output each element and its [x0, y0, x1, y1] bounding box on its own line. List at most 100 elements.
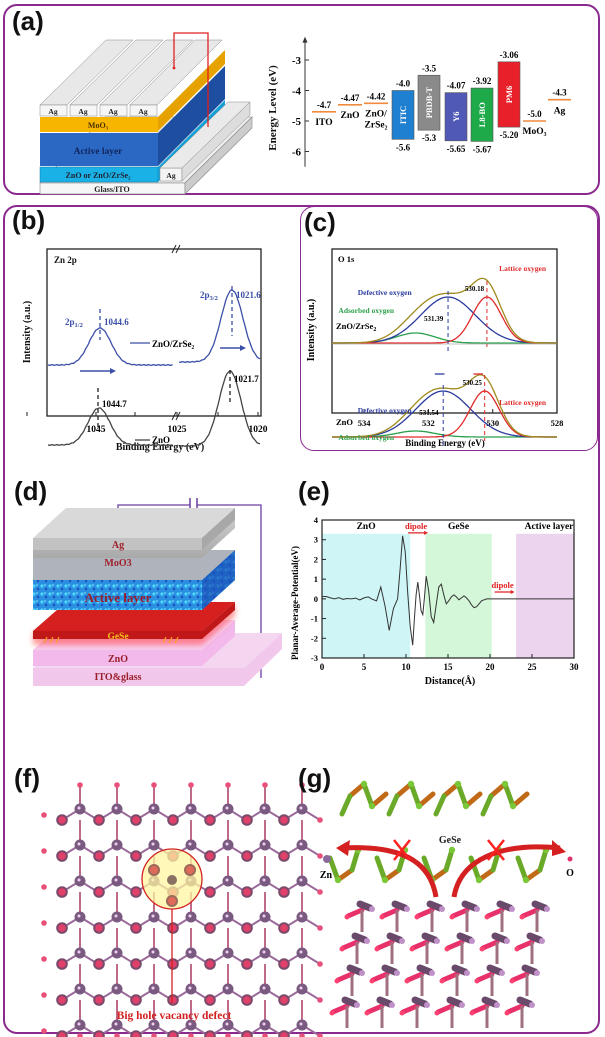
c-lattice-curve — [332, 390, 557, 438]
e-xtick-label: 5 — [362, 662, 367, 672]
layer-label-zno: ZnO or ZnO/ZrSe₂ — [66, 171, 132, 180]
f-o-atom — [41, 884, 47, 890]
g-o-atom — [334, 978, 340, 984]
f-o-atom — [93, 850, 105, 862]
b-curve-zno-right — [178, 370, 261, 448]
g-zn-atom — [429, 970, 435, 976]
f-zn-highlight — [77, 842, 81, 846]
energy-ytick-label: -4 — [292, 86, 302, 98]
f-o-atom — [77, 782, 83, 788]
ag-top-d — [33, 508, 235, 538]
c-title: O 1s — [338, 254, 355, 264]
f-o-atom — [317, 889, 323, 895]
g-o-bond — [515, 939, 535, 951]
moo3-layer-front — [40, 117, 158, 132]
g-se-bond — [537, 847, 549, 873]
b-legend-label: ZnO — [152, 435, 170, 445]
e-region-label: Active layer — [525, 522, 575, 532]
g-se-atom — [475, 876, 483, 884]
f-o-atom — [56, 886, 68, 898]
g-o-bond — [415, 907, 435, 919]
g-zn-atom — [539, 938, 545, 944]
c-component-label: Defective oxygen — [358, 288, 413, 297]
g-zn-atom — [534, 970, 540, 976]
e-ytick-label: 0 — [314, 594, 318, 604]
g-zn-bond — [496, 900, 514, 912]
c-component-label: Adsorbed oxygen — [338, 306, 394, 315]
active-layer-side-d — [202, 550, 235, 610]
energy-level-value: -4.7 — [317, 100, 332, 110]
f-zn-highlight — [114, 842, 118, 846]
g-o-bond — [405, 971, 425, 983]
energy-band-bottom-label: -5.67 — [473, 144, 492, 154]
b-title: Zn 2p — [54, 255, 77, 265]
f-o-atom — [130, 994, 142, 1006]
layer-label-active-d: Active layer — [85, 590, 152, 605]
c-component-label: Defective oxygen — [358, 406, 413, 415]
f-o-atom — [262, 782, 268, 788]
arrow-head-zn — [336, 840, 350, 856]
c-sample-label: ZnO/ZrSe2 — [336, 321, 376, 333]
g-zn-bond — [426, 900, 444, 912]
f-zn-highlight — [262, 914, 266, 918]
f-zn-highlight — [77, 950, 81, 954]
g-zn-bond — [351, 932, 369, 944]
f-o-atom — [241, 886, 253, 898]
f-o-atom — [130, 1030, 142, 1037]
ag-layer-box — [33, 538, 202, 550]
f-zn-highlight — [188, 842, 192, 846]
b-xtick-label: 1045 — [87, 425, 106, 435]
panel-a-label: (a) — [12, 6, 44, 36]
c-ylabel: Intensity (a.u.) — [306, 299, 317, 362]
g-o-bond — [345, 907, 365, 919]
g-se-bond — [374, 855, 388, 883]
energy-level-value: -4.42 — [367, 91, 386, 101]
b-peak-label: 1021.6 — [236, 290, 261, 300]
f-zn-highlight — [188, 950, 192, 954]
energy-level-value: -4.3 — [552, 88, 567, 98]
g-o-atom — [379, 914, 385, 920]
e-region-label: GeSe — [448, 522, 469, 532]
device-schematic-a: Glass/ITO ZnO or ZnO/ZrSe₂ Ag Active lay… — [39, 32, 253, 195]
f-o-atom — [299, 782, 305, 788]
f-o-atom — [41, 992, 47, 998]
b-xtick-label: 1025 — [168, 425, 187, 435]
c-xtick-label: 532 — [422, 418, 435, 428]
layer-label-ito-glass: ITO&glass — [94, 672, 141, 683]
f-o-atom — [114, 1033, 120, 1037]
f-o-atom — [241, 850, 253, 862]
b-ylabel: Intensity (a.u.) — [22, 301, 33, 364]
energy-ytick-label: -6 — [292, 147, 302, 159]
f-zn-highlight — [77, 986, 81, 990]
g-o-atom — [414, 914, 420, 920]
zno-layer-d — [33, 620, 235, 666]
f-o-atom — [56, 922, 68, 934]
f-zn-highlight — [114, 986, 118, 990]
f-vacancy-o-atom — [148, 864, 160, 876]
f-zn-highlight — [225, 878, 229, 882]
f-o-atom — [56, 994, 68, 1006]
energy-band-l8-bo — [470, 87, 494, 142]
planar-potential-chart: Planar-Average-Potential(eV) Distance(Å)… — [290, 515, 579, 687]
energy-level-name: ZrSe₂ — [365, 120, 388, 130]
f-o-atom — [41, 848, 47, 854]
g-se-atom — [454, 780, 462, 788]
c-peak-label: 530.18 — [465, 285, 485, 293]
f-zn-highlight — [77, 1022, 81, 1026]
g-se-bond — [468, 855, 482, 883]
f-zn-highlight — [151, 914, 155, 918]
f-o-atom — [278, 814, 290, 826]
layer-label-zno-d: ZnO — [108, 654, 128, 665]
f-o-atom — [41, 1028, 47, 1034]
circuit-wire — [197, 504, 262, 678]
g-zn-atom — [494, 1002, 500, 1008]
f-o-atom — [317, 1033, 323, 1037]
g-se-bond — [349, 847, 361, 873]
f-zn-highlight — [262, 878, 266, 882]
e-ytick-label: 3 — [314, 535, 318, 545]
energy-level-value: -4.47 — [341, 93, 360, 103]
f-zn-highlight — [299, 878, 303, 882]
f-o-atom — [317, 997, 323, 1003]
g-zn-bond — [531, 900, 549, 912]
f-zn-highlight — [151, 1022, 155, 1026]
